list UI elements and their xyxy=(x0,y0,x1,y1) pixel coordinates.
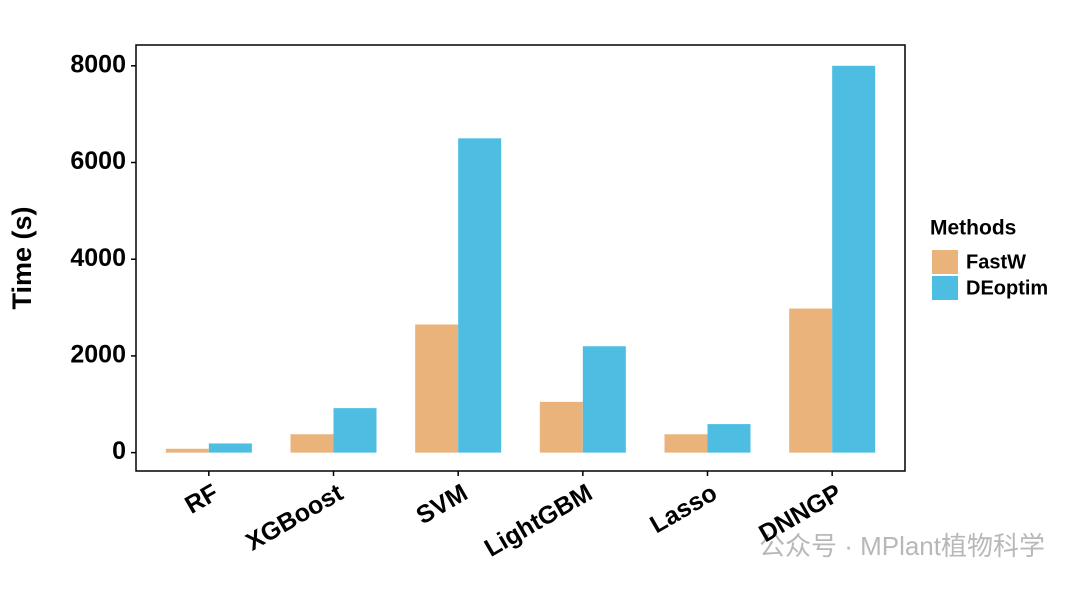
x-tick-label: SVM xyxy=(412,479,473,530)
bar xyxy=(165,448,209,453)
bar xyxy=(290,434,334,453)
x-tick-label: LightGBM xyxy=(480,479,597,563)
x-tick-label: Lasso xyxy=(645,479,722,539)
y-tick-label: 2000 xyxy=(70,341,126,369)
legend-swatch xyxy=(932,276,958,300)
y-axis-title: Time (s) xyxy=(7,206,37,309)
watermark: 公众号 · MPlant植物科学 xyxy=(759,531,1045,561)
y-tick-label: 0 xyxy=(112,437,126,465)
y-tick-label: 8000 xyxy=(70,50,126,78)
bar xyxy=(664,434,708,453)
bar xyxy=(415,324,459,453)
legend-swatch xyxy=(932,250,958,274)
bar xyxy=(582,346,626,453)
bar xyxy=(789,308,833,453)
bar xyxy=(707,424,751,453)
bar xyxy=(458,138,502,453)
plot-frame xyxy=(135,44,906,472)
y-tick-label: 4000 xyxy=(70,244,126,272)
legend-title: Methods xyxy=(930,217,1016,240)
legend-label: DEoptim xyxy=(966,277,1048,299)
bar xyxy=(539,401,583,453)
x-tick-label: XGBoost xyxy=(241,478,348,556)
legend-label: FastW xyxy=(966,251,1026,273)
y-tick-label: 6000 xyxy=(70,147,126,175)
bar xyxy=(208,443,252,453)
x-tick-label: RF xyxy=(180,479,223,520)
bar xyxy=(832,65,876,453)
bar xyxy=(333,408,377,453)
